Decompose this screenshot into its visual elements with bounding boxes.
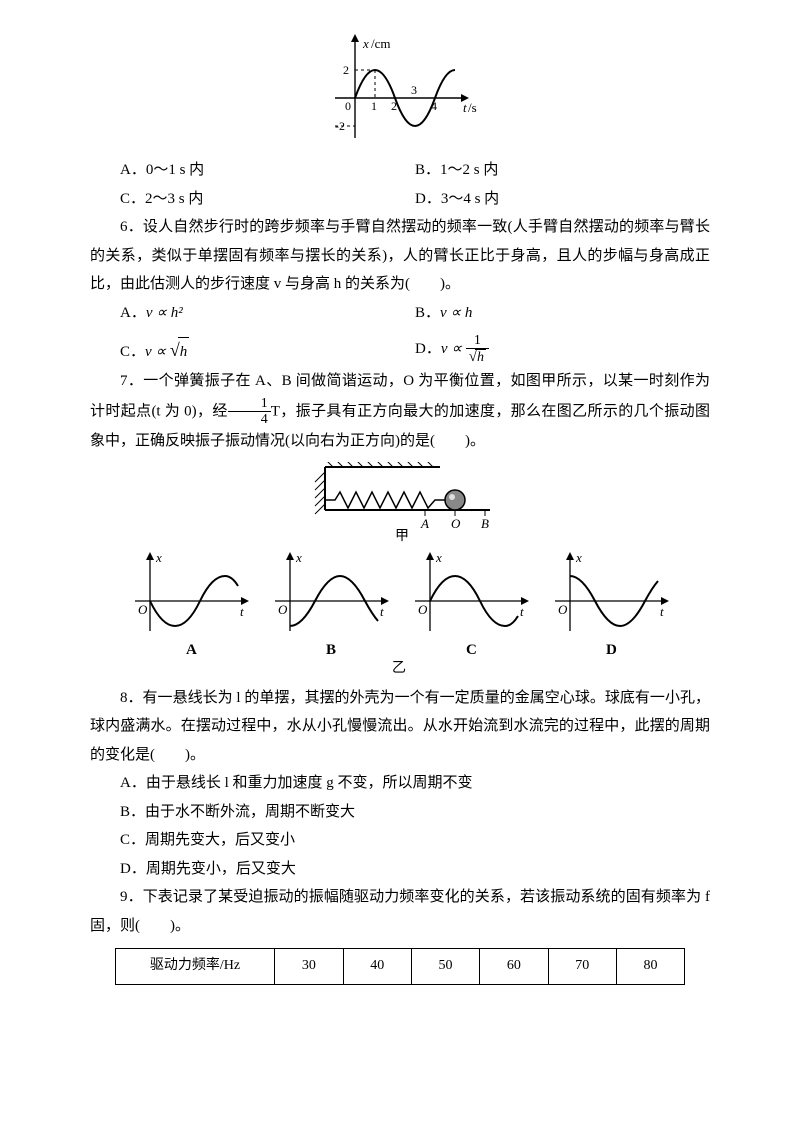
svg-text:2: 2 bbox=[343, 63, 349, 77]
q9-text: 9．下表记录了某受迫振动的振幅随驱动力频率变化的关系，若该振动系统的固有频率为 … bbox=[90, 883, 710, 940]
q7-option-graphs: x t O A x t O B x t O C bbox=[90, 546, 710, 676]
svg-text:O: O bbox=[558, 602, 568, 617]
q9-val-3: 60 bbox=[480, 949, 548, 985]
svg-text:t: t bbox=[240, 604, 244, 619]
q8-optC: C．周期先变大，后又变小 bbox=[120, 826, 710, 855]
svg-text:t: t bbox=[463, 100, 467, 115]
svg-text:乙: 乙 bbox=[392, 660, 406, 676]
svg-text:A: A bbox=[420, 516, 429, 531]
svg-text:x: x bbox=[295, 550, 302, 565]
q9-val-1: 40 bbox=[343, 949, 411, 985]
svg-text:甲: 甲 bbox=[395, 529, 409, 542]
svg-text:O: O bbox=[138, 602, 148, 617]
svg-text:-2: -2 bbox=[335, 119, 345, 133]
q9-val-4: 70 bbox=[548, 949, 616, 985]
svg-text:2: 2 bbox=[391, 99, 397, 113]
q8-text: 8．有一悬线长为 l 的单摆，其摆的外壳为一个有一定质量的金属空心球。球底有一小… bbox=[90, 684, 710, 770]
svg-text:x: x bbox=[575, 550, 582, 565]
q9-val-2: 50 bbox=[411, 949, 479, 985]
svg-text:D: D bbox=[606, 642, 617, 658]
svg-text:C: C bbox=[466, 642, 477, 658]
q7-text: 7．一个弹簧振子在 A、B 间做简谐运动，O 为平衡位置，如图甲所示，以某一时刻… bbox=[90, 367, 710, 456]
q6-options: A．v ∝ h² B．v ∝ h C．v ∝ √h D．v ∝ 1√h bbox=[90, 299, 710, 368]
q8-optB: B．由于水不断外流，周期不断变大 bbox=[120, 798, 710, 827]
q6-optA: A．v ∝ h² bbox=[120, 299, 415, 328]
svg-text:A: A bbox=[186, 642, 197, 658]
q6-optB: B．v ∝ h bbox=[415, 299, 710, 328]
svg-text:B: B bbox=[481, 516, 489, 531]
svg-text:3: 3 bbox=[411, 83, 417, 97]
svg-text:/s: /s bbox=[468, 100, 477, 115]
svg-text:t: t bbox=[660, 604, 664, 619]
svg-text:4: 4 bbox=[431, 99, 437, 113]
svg-text:x: x bbox=[435, 550, 442, 565]
q5-optA: A．0～1 s 内 bbox=[120, 156, 415, 185]
svg-text:1: 1 bbox=[371, 99, 377, 113]
svg-text:t: t bbox=[520, 604, 524, 619]
q9-val-0: 30 bbox=[275, 949, 343, 985]
q5-optD: D．3～4 s 内 bbox=[415, 185, 710, 214]
q5-optB: B．1～2 s 内 bbox=[415, 156, 710, 185]
svg-text:x: x bbox=[362, 36, 369, 51]
svg-text:t: t bbox=[380, 604, 384, 619]
q9-header: 驱动力频率/Hz bbox=[115, 949, 274, 985]
q5-options: A．0～1 s 内 B．1～2 s 内 C．2～3 s 内 D．3～4 s 内 bbox=[90, 156, 710, 213]
q7-spring-diagram: A O B 甲 bbox=[90, 462, 710, 542]
svg-text:/cm: /cm bbox=[371, 36, 391, 51]
q6-optC: C．v ∝ √h bbox=[120, 333, 415, 367]
q8-optD: D．周期先变小，后又变大 bbox=[120, 855, 710, 884]
q5-optC: C．2～3 s 内 bbox=[120, 185, 415, 214]
q8-optA: A．由于悬线长 l 和重力加速度 g 不变，所以周期不变 bbox=[120, 769, 710, 798]
q6-text: 6．设人自然步行时的跨步频率与手臂自然摆动的频率一致(人手臂自然摆动的频率与臂长… bbox=[90, 213, 710, 299]
q6-optD: D．v ∝ 1√h bbox=[415, 333, 710, 367]
svg-text:B: B bbox=[326, 642, 336, 658]
q9-val-5: 80 bbox=[616, 949, 684, 985]
svg-text:x: x bbox=[155, 550, 162, 565]
svg-text:0: 0 bbox=[345, 99, 351, 113]
q9-table: 驱动力频率/Hz 30 40 50 60 70 80 bbox=[115, 948, 685, 985]
q8-options: A．由于悬线长 l 和重力加速度 g 不变，所以周期不变 B．由于水不断外流，周… bbox=[90, 769, 710, 883]
q5-graph: x /cm t /s 2 -2 0 1 2 3 4 bbox=[90, 28, 710, 148]
svg-text:O: O bbox=[278, 602, 288, 617]
svg-text:O: O bbox=[451, 516, 461, 531]
svg-text:O: O bbox=[418, 602, 428, 617]
